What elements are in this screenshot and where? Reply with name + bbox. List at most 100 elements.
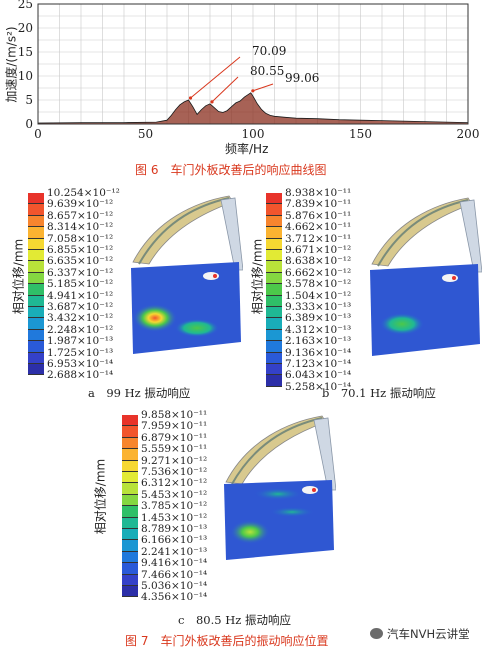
- colorbar-tick-label: 4.312×10⁻¹³: [285, 323, 352, 336]
- colorbar-swatch: [266, 215, 282, 228]
- colorbar-swatch: [266, 375, 282, 387]
- colorbar-swatch: [122, 437, 138, 450]
- colorbar-tick-label: 4.941×10⁻¹²: [47, 289, 114, 302]
- colorbar-tick-label: 1.987×10⁻¹³: [47, 335, 114, 348]
- colorbar-swatch: [266, 352, 282, 364]
- colorbar-tick-label: 2.163×10⁻¹³: [285, 335, 352, 348]
- colorbar-swatch: [122, 494, 138, 507]
- colorbar-tick-label: 6.855×10⁻¹²: [47, 244, 114, 256]
- colorbar-tick-label: 2.241×10⁻¹³: [141, 545, 208, 558]
- colorbar-swatch: [122, 460, 138, 472]
- colorbar-tick-label: 7.839×10⁻¹¹: [285, 198, 352, 211]
- colorbar-tick-label: 6.389×10⁻¹³: [285, 312, 352, 325]
- fig6-annotation-label: 80.55: [250, 64, 284, 78]
- fig7-c-label: c 80.5 Hz 振动响应: [178, 613, 291, 627]
- colorbar-swatch: [28, 204, 44, 216]
- colorbar-tick-label: 5.036×10⁻¹⁴: [141, 580, 208, 592]
- colorbar-swatch: [266, 227, 282, 239]
- colorbar-tick-label: 4.662×10⁻¹¹: [285, 221, 352, 234]
- colorbar-tick-label: 1.504×10⁻¹²: [285, 289, 352, 302]
- watermark-text: 汽车NVH云讲堂: [387, 627, 470, 641]
- fig6-y-tick-label: 25: [18, 0, 33, 11]
- fig6-x-axis-label: 频率/Hz: [225, 142, 269, 156]
- colorbar-swatch: [266, 250, 282, 262]
- colorbar-swatch: [266, 329, 282, 342]
- colorbar-swatch: [266, 341, 282, 353]
- colorbar-tick-label: 9.858×10⁻¹¹: [141, 409, 208, 421]
- colorbar-tick-label: 10.254×10⁻¹²: [47, 187, 120, 199]
- colorbar-swatch: [122, 574, 138, 586]
- fig7-b-door-contour: [370, 197, 482, 356]
- colorbar-swatch: [28, 318, 44, 330]
- colorbar-tick-label: 3.578×10⁻¹²: [285, 278, 352, 291]
- fig6-x-tick-label: 100: [242, 127, 265, 141]
- fig6-annotation-arrowhead: [210, 100, 214, 104]
- colorbar-tick-label: 1.453×10⁻¹²: [141, 511, 208, 524]
- colorbar-tick-label: 8.314×10⁻¹²: [47, 221, 114, 234]
- colorbar-swatch: [122, 415, 138, 427]
- colorbar-tick-label: 3.785×10⁻¹²: [141, 500, 208, 513]
- colorbar-swatch: [28, 329, 44, 342]
- colorbar-swatch: [266, 284, 282, 296]
- fig7-c-door-contour: [224, 415, 336, 560]
- fig6-x-tick-label: 150: [349, 127, 372, 141]
- colorbar-swatch: [28, 352, 44, 364]
- colorbar-tick-label: 1.725×10⁻¹³: [47, 346, 114, 359]
- colorbar-tick-label: 9.639×10⁻¹²: [47, 198, 114, 211]
- colorbar-tick-label: 7.123×10⁻¹⁴: [285, 358, 352, 370]
- colorbar-swatch: [122, 529, 138, 541]
- colorbar-swatch: [122, 586, 138, 598]
- colorbar-tick-label: 6.312×10⁻¹²: [141, 477, 208, 490]
- colorbar-tick-label: 2.248×10⁻¹²: [47, 323, 114, 336]
- fig6-chart: 0 50 100 150 200 0 5 10 15 20 25 70.09 80.55 99.06: [18, 0, 480, 141]
- colorbar-tick-label: 6.635×10⁻¹²: [47, 255, 114, 268]
- fig6-x-tick-label: 0: [34, 127, 42, 141]
- colorbar-tick-label: 8.789×10⁻¹³: [141, 523, 208, 535]
- fig7-caption: 图 7 车门外板改善后的振动响应位置: [125, 634, 329, 648]
- colorbar-tick-label: 7.959×10⁻¹¹: [141, 420, 208, 433]
- fig7-a-y-axis-label: 相对位移/mm: [11, 238, 26, 315]
- fig7-b-label: b 70.1 Hz 振动响应: [322, 386, 436, 400]
- colorbar-swatch: [28, 284, 44, 296]
- colorbar-tick-label: 9.416×10⁻¹⁴: [141, 557, 208, 570]
- colorbar-swatch: [28, 272, 44, 285]
- colorbar-swatch: [28, 295, 44, 307]
- fig6-y-tick-label: 0: [25, 117, 33, 131]
- colorbar-swatch: [122, 426, 138, 438]
- fig7-a-label: a 99 Hz 振动响应: [88, 386, 191, 400]
- fig6-y-tick-label: 20: [18, 21, 33, 35]
- colorbar-swatch: [266, 364, 282, 376]
- colorbar-swatch: [266, 272, 282, 285]
- colorbar-swatch: [122, 506, 138, 518]
- colorbar-tick-label: 7.058×10⁻¹²: [47, 232, 114, 245]
- colorbar-tick-label: 5.258×10⁻¹⁴: [285, 380, 352, 393]
- colorbar-swatch: [122, 540, 138, 552]
- colorbar-swatch: [28, 238, 44, 250]
- colorbar-swatch: [266, 193, 282, 205]
- watermark: 汽车NVH云讲堂: [370, 626, 470, 642]
- colorbar-tick-label: 6.337×10⁻¹²: [47, 266, 114, 279]
- colorbar-swatch: [122, 517, 138, 529]
- fig6-annotation-label: 99.06: [285, 71, 319, 85]
- colorbar-tick-label: 5.453×10⁻¹²: [141, 488, 208, 501]
- colorbar-tick-label: 2.688×10⁻¹⁴: [47, 369, 114, 382]
- colorbar-swatch: [266, 307, 282, 319]
- fig6-y-tick-label: 10: [18, 69, 33, 83]
- colorbar-swatch: [266, 261, 282, 273]
- colorbar-swatch: [28, 250, 44, 262]
- colorbar-swatch: [266, 204, 282, 216]
- colorbar-tick-label: 5.876×10⁻¹¹: [285, 209, 352, 222]
- colorbar-tick-label: 5.559×10⁻¹¹: [141, 443, 208, 456]
- colorbar-swatch: [28, 364, 44, 376]
- colorbar-tick-label: 4.356×10⁻¹⁴: [141, 591, 208, 604]
- colorbar-tick-label: 8.657×10⁻¹²: [47, 209, 114, 222]
- fig7-a-door-contour: [131, 195, 243, 354]
- fig6-plot-frame: [37, 3, 469, 125]
- fig7-c-y-axis-label: 相对位移/mm: [93, 458, 108, 535]
- colorbar-tick-label: 6.662×10⁻¹²: [285, 266, 352, 279]
- colorbar-tick-label: 9.333×10⁻¹³: [285, 301, 352, 313]
- colorbar-swatch: [122, 472, 138, 484]
- wechat-icon: [370, 628, 383, 639]
- fig6-x-tick-label: 200: [457, 127, 480, 141]
- colorbar-swatch: [28, 341, 44, 353]
